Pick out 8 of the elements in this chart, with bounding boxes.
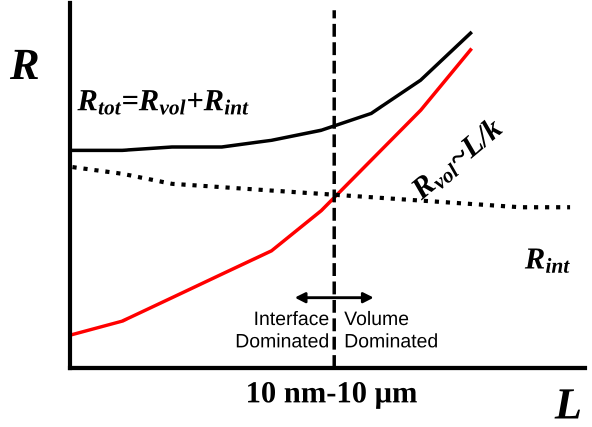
x-axis-title: L bbox=[554, 389, 580, 418]
text: 10 nm-10 μm bbox=[248, 382, 417, 409]
series-label: R$_{int}$ bbox=[524, 248, 570, 273]
text: R$_{vol}$~L/k bbox=[408, 115, 506, 204]
annotation: Interface Dominated bbox=[236, 310, 328, 348]
y-axis-title: R bbox=[10, 50, 38, 80]
annotation: Volume Dominated bbox=[344, 310, 437, 348]
series-label: R$_{tot}$=R$_{vol}$+R$_{int}$ bbox=[77, 90, 249, 115]
